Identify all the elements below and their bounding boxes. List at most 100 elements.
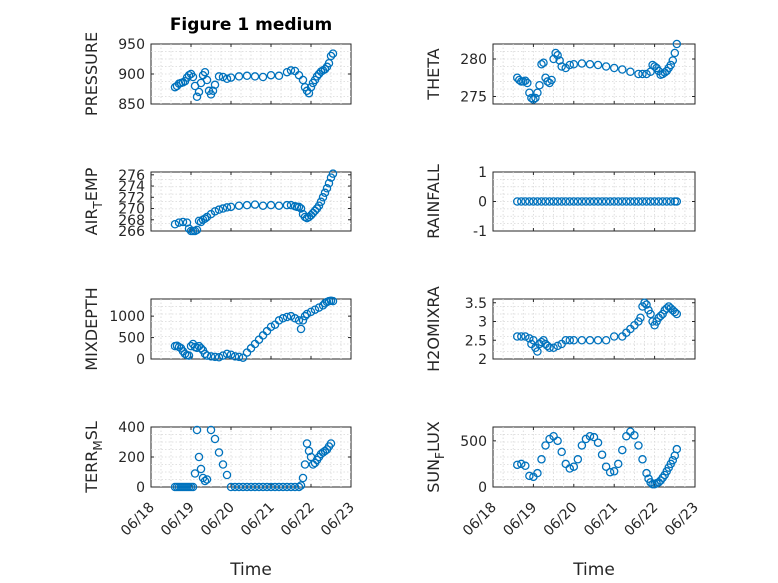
data-point [214, 72, 224, 81]
data-point [202, 351, 212, 360]
data-point [525, 334, 534, 343]
data-point [196, 464, 206, 474]
data-point [525, 88, 534, 98]
data-point [656, 311, 665, 321]
data-point [286, 482, 296, 492]
subplot-top-left: 850 900 950 PRESSURE [82, 32, 352, 116]
data-point [238, 353, 248, 362]
data-point [646, 197, 655, 206]
x-tick-label: 06/18 [460, 500, 500, 540]
data-point [561, 335, 570, 345]
data-point [670, 307, 680, 317]
data-point [298, 316, 308, 325]
data-point [565, 197, 575, 206]
data-point [543, 77, 552, 86]
data-point [553, 341, 562, 351]
data-point [254, 482, 264, 492]
data-point [515, 75, 524, 85]
data-point [226, 350, 236, 359]
data-point [306, 307, 316, 317]
data-point [634, 69, 643, 79]
data-point [642, 197, 651, 206]
data-point [234, 352, 244, 362]
data-point [573, 197, 583, 206]
y-axis-label: SUNFLUX [424, 421, 447, 493]
data-point [565, 464, 575, 473]
data-point [593, 438, 603, 447]
data-point [569, 462, 579, 471]
data-point [557, 447, 566, 457]
data-point [640, 298, 649, 307]
x-axis-label-left: Time [229, 560, 272, 580]
data-point [274, 201, 284, 210]
data-point [218, 351, 228, 360]
data-point [250, 200, 260, 209]
data-point [190, 469, 200, 478]
data-point [589, 197, 599, 206]
data-point [646, 309, 655, 319]
data-point [310, 206, 320, 216]
data-point [282, 200, 292, 210]
data-point [258, 201, 268, 210]
data-point [609, 467, 619, 476]
data-point [539, 58, 548, 68]
x-tick-label: 06/23 [662, 500, 702, 540]
y-tick-label: 900 [118, 67, 145, 83]
data-point [200, 476, 210, 486]
data-point [262, 482, 272, 492]
data-point [296, 204, 306, 213]
data-point [270, 482, 280, 492]
data-point [593, 197, 603, 206]
data-point [326, 439, 336, 448]
data-point [638, 455, 647, 464]
data-point [296, 324, 306, 334]
data-point [666, 60, 676, 70]
y-tick-label: 1000 [109, 309, 145, 325]
y-tick-label: -1 [473, 224, 487, 240]
data-point [282, 67, 292, 77]
data-point [521, 76, 530, 86]
data-point [238, 482, 248, 492]
data-point [258, 72, 268, 82]
data-point [218, 204, 228, 213]
data-point [234, 201, 244, 210]
data-point [521, 332, 530, 341]
data-point [210, 352, 220, 362]
x-tick-label: 06/21 [581, 500, 621, 540]
data-point [266, 70, 276, 80]
data-point [206, 425, 216, 435]
y-tick-label: 950 [118, 37, 145, 53]
data-point [278, 482, 288, 492]
data-point [569, 335, 579, 345]
y-axis-label: PRESSURE [82, 32, 101, 116]
data-point [242, 482, 252, 492]
data-point [218, 72, 228, 82]
data-point [328, 296, 338, 306]
data-point [274, 71, 284, 81]
data-point [577, 441, 587, 450]
subplot-grid: 850 900 950 PRESSURE 275 280 THETA 266268270272… [82, 32, 702, 539]
y-tick-label: 268 [118, 213, 145, 229]
data-point [222, 470, 232, 480]
data-point [601, 335, 611, 345]
data-point [642, 69, 651, 79]
data-point [531, 93, 540, 103]
data-point [569, 197, 579, 206]
data-point [266, 482, 276, 492]
data-point [174, 218, 184, 227]
subplot-third-right: 2 2.5 3 3.5 H2OMIXRA [424, 286, 696, 372]
data-point [306, 82, 316, 92]
data-point [210, 207, 220, 216]
data-point [545, 197, 554, 206]
y-tick-label: 0 [136, 352, 145, 368]
data-point [278, 314, 288, 323]
y-tick-label: 276 [118, 168, 145, 184]
y-axis-label: H2OMIXRA [424, 286, 443, 372]
x-tick-label: 06/20 [541, 500, 581, 540]
data-point [226, 73, 236, 82]
data-point [286, 200, 296, 210]
data-point [533, 197, 542, 206]
data-point [529, 335, 538, 345]
data-point [565, 60, 575, 70]
